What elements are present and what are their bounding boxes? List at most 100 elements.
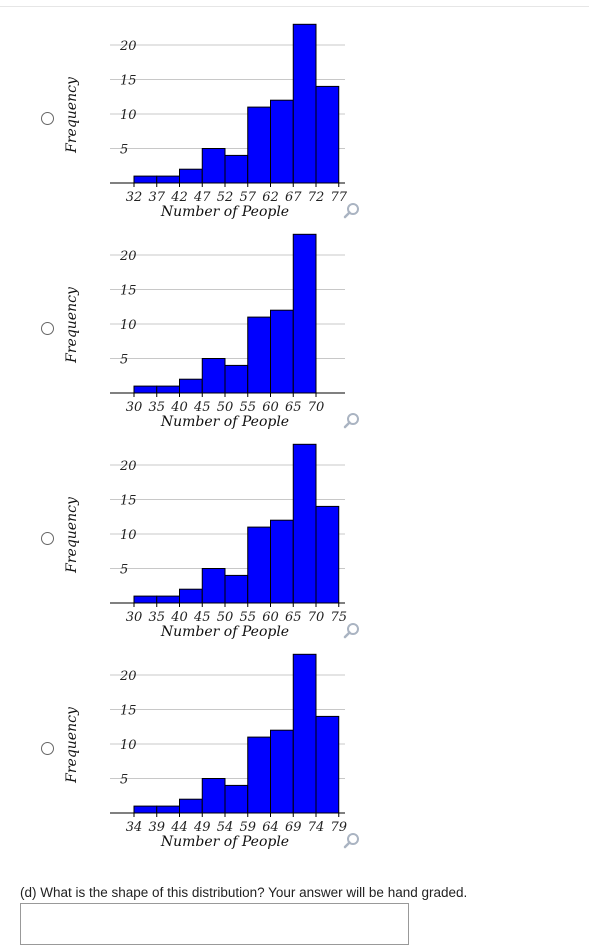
x-tick-label: 70 — [308, 400, 325, 415]
histogram-option-1: Frequency 20 15 10 5 32 37 42 47 52 57 62 67 72 77 Numb… — [0, 10, 589, 220]
histogram-option-2: Frequency 20 15 10 5 30 35 40 45 50 55 60 65 70 Number… — [0, 220, 589, 430]
magnifier-icon[interactable] — [343, 832, 361, 850]
y-tick-label: 5 — [120, 563, 128, 578]
histogram-bar — [179, 378, 203, 394]
histogram-bar — [179, 798, 203, 814]
x-tick-label: 52 — [217, 190, 234, 205]
y-axis-label: Frequency — [64, 706, 80, 784]
x-tick-label: 77 — [330, 190, 347, 205]
histogram-bar — [224, 574, 249, 604]
x-axis-label: Number of People — [160, 414, 289, 430]
x-tick-label: 79 — [330, 820, 347, 835]
magnifier-icon[interactable] — [343, 412, 361, 430]
x-tick-label: 45 — [193, 610, 211, 625]
x-tick-label: 69 — [285, 820, 302, 835]
radio-option-3[interactable] — [41, 532, 54, 545]
x-tick-label: 50 — [217, 610, 234, 625]
x-tick-label: 45 — [193, 400, 211, 415]
x-tick-label: 70 — [308, 610, 325, 625]
x-tick-label: 64 — [262, 820, 279, 835]
x-tick-label: 30 — [126, 400, 143, 415]
x-tick-label: 44 — [170, 820, 188, 835]
magnifier-icon[interactable] — [343, 202, 361, 220]
y-tick-label: 20 — [119, 39, 137, 54]
x-tick-label: 50 — [217, 400, 234, 415]
x-tick-label: 30 — [126, 610, 143, 625]
histogram-bar — [270, 99, 294, 184]
x-tick-label: 32 — [126, 190, 143, 205]
x-tick-label: 35 — [148, 610, 165, 625]
histogram-option-3: Frequency 20 15 10 5 30 35 40 45 50 55 60 65 70 75 Numb… — [0, 430, 589, 640]
x-tick-label: 54 — [217, 820, 234, 835]
histogram-chart-3: Frequency 20 15 10 5 30 35 40 45 50 55 60 65 70 75 Numb… — [64, 443, 347, 640]
x-axis-label: Number of People — [160, 204, 289, 220]
y-tick-label: 10 — [120, 318, 137, 333]
y-tick-label: 15 — [120, 284, 137, 299]
y-tick-label: 15 — [120, 74, 137, 89]
x-tick-label: 67 — [285, 190, 302, 205]
histogram-bar — [179, 588, 203, 604]
x-tick-label: 40 — [170, 400, 188, 415]
y-tick-label: 10 — [120, 528, 137, 543]
histogram-bar — [292, 233, 317, 394]
y-tick-label: 5 — [120, 353, 128, 368]
histogram-bar — [292, 23, 317, 184]
histogram-bar — [201, 148, 226, 184]
y-tick-label: 20 — [119, 669, 137, 684]
histogram-chart-2: Frequency 20 15 10 5 30 35 40 45 50 55 60 65 70 Number… — [64, 233, 345, 430]
histogram-bar — [315, 505, 340, 604]
x-tick-label: 59 — [239, 820, 256, 835]
histogram-bar — [156, 595, 180, 604]
x-tick-label: 40 — [170, 610, 188, 625]
x-tick-label: 74 — [308, 820, 325, 835]
histogram-bar — [224, 154, 249, 184]
x-axis-label: Number of People — [160, 834, 289, 850]
y-tick-label: 10 — [120, 738, 137, 753]
histogram-bar — [133, 805, 158, 814]
y-tick-label: 20 — [119, 459, 137, 474]
x-tick-label: 62 — [262, 190, 279, 205]
histogram-bar — [156, 385, 180, 394]
y-tick-label: 20 — [119, 249, 137, 264]
question-text: (d) What is the shape of this distributi… — [20, 885, 468, 900]
histogram-bar — [201, 778, 226, 814]
histogram-bar — [156, 175, 180, 184]
x-tick-label: 35 — [148, 400, 165, 415]
radio-option-4[interactable] — [41, 742, 54, 755]
histogram-bar — [133, 175, 158, 184]
histogram-bar — [247, 316, 271, 394]
y-tick-label: 5 — [120, 773, 128, 788]
histogram-bar — [315, 715, 340, 814]
magnifier-icon[interactable] — [343, 622, 361, 640]
histogram-bar — [179, 168, 203, 184]
y-tick-label: 5 — [120, 143, 128, 158]
histogram-bar — [133, 385, 158, 394]
answer-textbox[interactable] — [20, 903, 409, 945]
x-tick-label: 65 — [285, 610, 302, 625]
histogram-bar — [224, 784, 249, 814]
histogram-bar — [292, 653, 317, 814]
histogram-bar — [247, 106, 271, 184]
x-tick-label: 72 — [308, 190, 325, 205]
x-tick-label: 47 — [193, 190, 211, 205]
histogram-bar — [247, 526, 271, 604]
y-tick-label: 15 — [120, 704, 137, 719]
x-tick-label: 55 — [239, 400, 256, 415]
histogram-bar — [224, 364, 249, 394]
histogram-bar — [156, 805, 180, 814]
y-axis-label: Frequency — [64, 286, 80, 364]
radio-option-1[interactable] — [41, 112, 54, 125]
histogram-bar — [201, 358, 226, 394]
radio-option-2[interactable] — [41, 322, 54, 335]
y-axis-label: Frequency — [64, 496, 80, 574]
x-tick-label: 42 — [170, 190, 188, 205]
histogram-bar — [247, 736, 271, 814]
x-tick-label: 60 — [262, 610, 279, 625]
x-tick-label: 34 — [126, 820, 143, 835]
histogram-bar — [201, 568, 226, 604]
x-axis-label: Number of People — [160, 624, 289, 640]
y-axis-label: Frequency — [64, 76, 80, 154]
histogram-option-4: Frequency 20 15 10 5 34 39 44 49 54 59 64 69 74 79 Numb… — [0, 640, 589, 850]
x-tick-label: 65 — [285, 400, 302, 415]
histogram-bar — [270, 729, 294, 814]
